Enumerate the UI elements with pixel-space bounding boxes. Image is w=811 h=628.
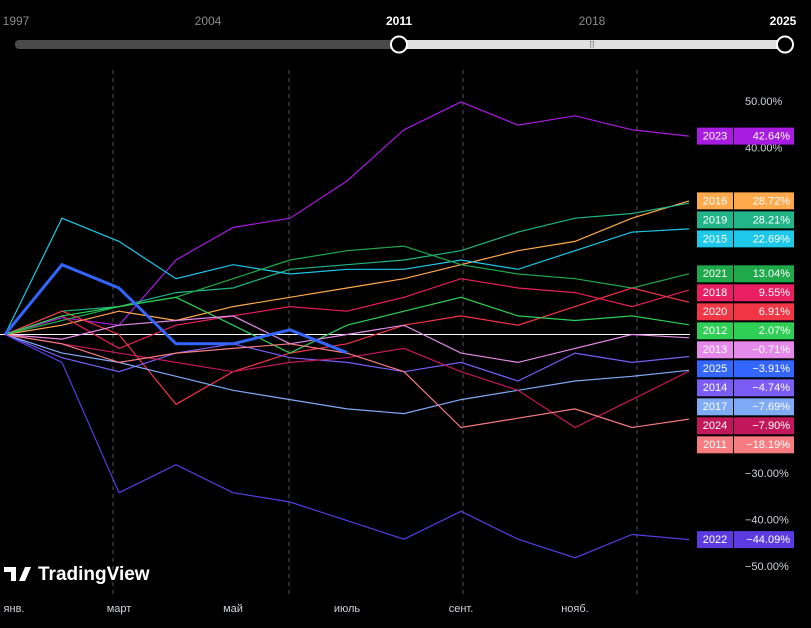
tag-year-bg [697, 531, 733, 549]
tag-year-bg [697, 379, 733, 397]
timeline-selection[interactable] [399, 40, 785, 49]
tag-year-bg [697, 211, 733, 229]
tag-value-bg [734, 398, 794, 416]
tag-value-bg [734, 303, 794, 321]
series-line [4, 287, 690, 406]
series-line [4, 278, 690, 350]
tag-value-bg [734, 192, 794, 210]
data-label: −3.91% [752, 363, 790, 375]
y-tick-label: −30.00% [745, 468, 789, 480]
timeline-label: 2011 [386, 14, 412, 28]
tag-year-bg [697, 436, 733, 454]
x-tick-label: нояб. [561, 603, 589, 615]
tag-year-bg [697, 303, 733, 321]
tag-year-bg [697, 398, 733, 416]
legend-entry: 2019 [703, 214, 727, 226]
timeline-track [15, 40, 399, 49]
tag-year-bg [697, 284, 733, 302]
tag-year-bg [697, 360, 733, 378]
legend-entry: 2014 [703, 382, 727, 394]
legend-entry: 2020 [703, 306, 727, 318]
timeline-handle[interactable] [776, 35, 794, 54]
data-label: 42.64% [753, 131, 791, 143]
plot: 50.00% 40.00% −30.00% −40.00% −50.00% янв. мар… [0, 96, 794, 615]
x-tick-label: март [107, 603, 132, 615]
y-tick-label: −50.00% [745, 561, 789, 573]
data-label: 13.04% [753, 268, 791, 280]
data-label: 6.91% [759, 306, 790, 318]
series-line [4, 217, 690, 335]
series-line [4, 296, 690, 354]
tag-value-bg [734, 284, 794, 302]
timeline-grip[interactable]: ⁞⁞ [589, 39, 594, 49]
tag-value-bg [734, 436, 794, 454]
tag-value-bg [734, 417, 794, 435]
legend-entry: 2025 [703, 363, 727, 375]
legend-entry: 2024 [703, 420, 727, 432]
x-tick-label: янв. [4, 603, 25, 615]
legend-entry: 2021 [703, 268, 727, 280]
legend-entry: 2022 [703, 534, 727, 546]
tag-value-bg [734, 531, 794, 549]
y-tick-label: 50.00% [745, 96, 783, 108]
legend-entry: 2015 [703, 233, 727, 245]
series-line [4, 200, 690, 336]
tag-value-bg [734, 360, 794, 378]
tag-year-bg [697, 265, 733, 283]
data-label: −18.19% [746, 439, 790, 451]
data-label: −44.09% [746, 534, 790, 546]
x-tick-label: май [223, 603, 243, 615]
timeline-handle[interactable] [390, 35, 408, 54]
tag-value-bg [734, 211, 794, 229]
tag-year-bg [697, 230, 733, 248]
series-line [4, 315, 690, 364]
tag-year-bg [697, 417, 733, 435]
logo [4, 567, 31, 581]
timeline-labels: 1997 2004 2011 2018 2025 [3, 14, 797, 28]
data-label: 22.69% [753, 233, 791, 245]
tag-year-bg [697, 127, 733, 145]
series-line [3, 262, 348, 355]
timeline-label: 1997 [3, 14, 30, 28]
tag-value-bg [734, 265, 794, 283]
timeline-label: 2004 [195, 14, 222, 28]
tag-value-bg [734, 230, 794, 248]
tag-year-bg [697, 192, 733, 210]
x-tick-label: сент. [449, 603, 474, 615]
data-label: 9.55% [759, 287, 790, 299]
data-label: 28.72% [753, 195, 791, 207]
legend-entry: 2012 [703, 325, 727, 337]
tag-year-bg [697, 322, 733, 340]
watermark: TradingView [4, 564, 150, 585]
series-line [4, 333, 690, 429]
legend-entry: 2023 [703, 131, 727, 143]
series-line [4, 333, 690, 382]
tag-value-bg [734, 127, 794, 145]
legend-entry: 2016 [703, 195, 727, 207]
x-tick-label: июль [334, 603, 361, 615]
data-label: 2.07% [759, 325, 790, 337]
tag-value-bg [734, 341, 794, 359]
watermark-text: TradingView [38, 564, 150, 585]
tag-year-bg [697, 341, 733, 359]
data-label: −7.90% [752, 420, 790, 432]
timeline-label: 2025 [770, 14, 797, 28]
legend-entry: 2011 [703, 439, 727, 451]
data-label: −0.71% [752, 344, 790, 356]
tag-value-bg [734, 322, 794, 340]
legend-entry: 2013 [703, 344, 727, 356]
series-line [4, 333, 690, 429]
tag-value-bg [734, 379, 794, 397]
series-line [4, 333, 690, 559]
y-tick-label: −40.00% [745, 514, 789, 526]
legend-entry: 2018 [703, 287, 727, 299]
data-label: −7.69% [752, 401, 790, 413]
timeline-label: 2018 [579, 14, 606, 28]
y-tick-label: 40.00% [745, 142, 783, 154]
data-label: 28.21% [753, 214, 791, 226]
data-label: −4.74% [752, 382, 790, 394]
legend-entry: 2017 [703, 401, 727, 413]
